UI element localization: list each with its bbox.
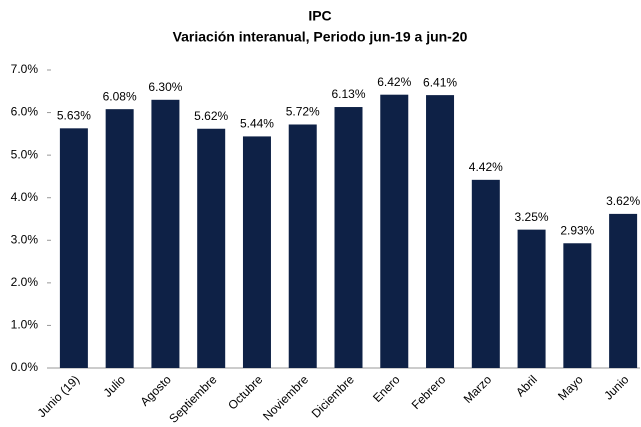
x-tick-label: Julio [101,372,129,400]
data-label: 6.13% [331,87,365,101]
y-tick-label: 7.0% [11,62,39,76]
x-tick-label: Abril [513,372,540,399]
y-tick-label: 4.0% [11,190,39,204]
y-tick-label: 2.0% [11,275,39,289]
data-label: 2.93% [560,223,594,237]
bar [105,109,134,368]
x-tick-label: Febrero [409,372,449,412]
bar [426,95,455,369]
data-label: 4.42% [469,160,503,174]
data-label: 5.44% [240,117,274,131]
bar [151,99,180,369]
data-label: 5.62% [194,109,228,123]
bar [197,128,226,368]
x-tick-label: Enero [370,372,403,405]
x-tick-label: Diciembre [309,372,357,420]
bar [59,128,88,368]
bar [609,213,638,368]
x-tick-label: Junio [601,372,631,402]
data-label: 6.42% [377,75,411,89]
data-label: 6.41% [423,75,457,89]
bar [563,243,592,368]
x-tick-label: Octubre [225,372,265,412]
x-tick-label: Noviembre [260,372,311,423]
data-label: 6.30% [148,80,182,94]
x-tick-label: Septiembre [166,372,220,426]
x-tick-label: Junio (19) [35,372,83,420]
y-tick-label: 0.0% [11,360,39,374]
data-label: 3.62% [606,194,640,208]
bar [380,94,409,368]
bar [242,136,271,368]
y-tick-label: 5.0% [11,147,39,161]
bar [471,179,500,368]
data-label: 3.25% [515,210,549,224]
x-tick-label: Mayo [555,372,586,403]
data-label: 5.72% [286,105,320,119]
x-tick-label: Marzo [461,372,495,406]
x-tick-label: Agosto [137,372,174,409]
data-label: 5.63% [57,108,91,122]
chart-subtitle: Variación interanual, Periodo jun-19 a j… [173,29,468,45]
y-tick-label: 1.0% [11,318,39,332]
bar [288,124,317,369]
chart-title: IPC [308,8,331,24]
bar [517,229,546,368]
y-tick-label: 6.0% [11,105,39,119]
y-tick-label: 3.0% [11,232,39,246]
bar [334,107,363,368]
data-label: 6.08% [103,89,137,103]
